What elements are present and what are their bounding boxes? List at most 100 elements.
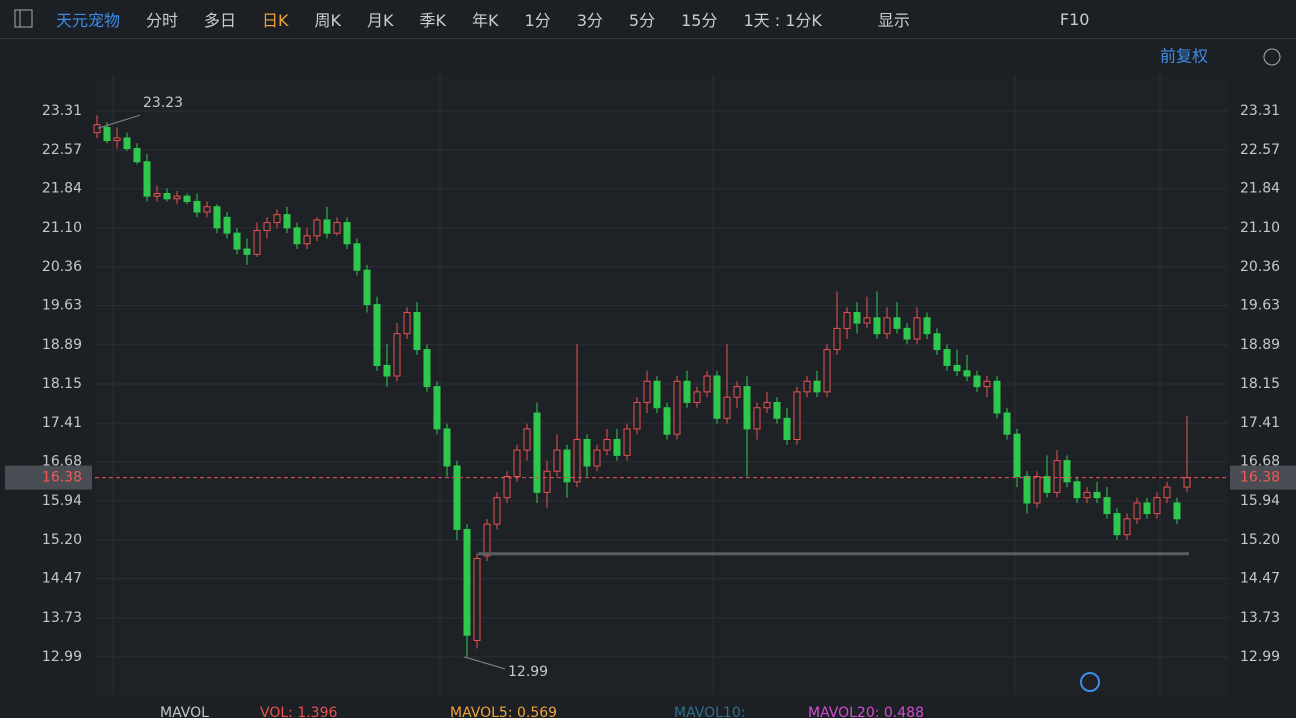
indicator-name: MAVOL [160,705,209,718]
candle-body [533,412,541,493]
candle-body [893,317,901,329]
candle-body [1063,460,1071,483]
candle-body [973,375,981,388]
candle-body [1183,477,1191,488]
candle-body [553,449,561,472]
candle-body [393,333,401,377]
candle-body [373,304,381,366]
period-tab[interactable]: 多日 [204,11,237,30]
period-tab[interactable]: 日K [262,11,289,30]
period-tab[interactable]: 月K [367,11,394,30]
y-tick-label: 14.47 [42,571,82,587]
zoom-out-icon[interactable] [1263,48,1281,66]
candle-body [463,528,471,636]
multi-period[interactable]: 1天 : 1分K [743,11,822,30]
locate-icon[interactable] [1080,672,1100,692]
y-tick-label: 15.20 [42,532,82,548]
candle-body [693,391,701,403]
candle-body [1013,433,1021,478]
candle-body [443,428,451,467]
y-tick-label: 21.10 [42,220,82,236]
candle-body [763,401,771,409]
candle-body [223,216,231,234]
last-price-left: 16.38 [42,470,82,486]
candle-body [263,222,271,232]
display-menu[interactable]: 显示 [877,11,910,30]
indicator-mavol5: MAVOL5: 0.569 [450,705,557,718]
candle-body [1093,491,1101,499]
candle-body [733,386,741,398]
candle-body [583,438,591,467]
candle-body [313,219,321,237]
candle-body [213,206,221,229]
period-tab[interactable]: 3分 [576,11,603,30]
candle-body [383,364,391,377]
candle-body [483,523,491,557]
period-tab[interactable]: 周K [314,11,342,30]
candle-body [993,380,1001,414]
y2-tick-label: 18.15 [1240,376,1280,392]
sidebar-icon[interactable] [14,9,34,29]
period-tab[interactable]: 5分 [628,11,656,30]
indicator-vol: VOL: 1.396 [260,705,337,718]
period-tab[interactable]: 年K [472,11,499,30]
candle-body [873,317,881,335]
y2-tick-label: 20.36 [1240,259,1280,275]
high-label: 23.23 [143,95,183,111]
candle-body [783,417,791,440]
f10-button[interactable]: F10 [1059,9,1090,29]
y2-tick-label: 22.57 [1240,142,1280,158]
indicator-mavol10: MAVOL10: [674,705,745,718]
candle-body [1003,412,1011,435]
candle-body [1143,502,1151,515]
high-pointer [97,114,141,129]
candle-body [133,148,141,163]
adjust-mode[interactable]: 前复权 [1160,47,1208,66]
candle-body [913,317,921,340]
candle-body [593,449,601,467]
candle-body [513,449,521,478]
candle-body [153,192,161,197]
candle-body [193,200,201,213]
low-label: 12.99 [508,664,548,680]
candle-body [803,380,811,393]
candle-body [853,312,861,324]
candle-body [1163,486,1171,499]
candle-body [833,327,841,351]
candle-body [813,380,821,393]
candle-body [623,428,631,456]
candle-body [793,391,801,440]
candle-body [663,407,671,435]
candle-body [283,214,291,229]
y-tick-label: 23.31 [42,103,82,119]
period-tab[interactable]: 分时 [146,11,179,30]
candle-body [843,312,851,329]
y-tick-label: 15.94 [42,493,82,509]
candle-body [933,333,941,351]
y-tick-label: 21.84 [42,181,82,197]
candle-body [983,380,991,388]
candle-body [883,317,891,335]
candle-body [1023,476,1031,504]
candle-body [493,497,501,525]
period-tab[interactable]: 1分 [524,11,551,30]
stock-name[interactable]: 天元宠物 [56,11,121,30]
candle-body [673,380,681,435]
candle-body [543,470,551,493]
candle-body [1103,497,1111,515]
candle-body [233,232,241,250]
candle-body [363,269,371,306]
y-tick-label: 18.15 [42,376,82,392]
y2-tick-label: 23.31 [1240,103,1280,119]
candle-body [1123,518,1131,536]
candle-body [273,214,281,224]
candle-body [423,349,431,388]
period-tab[interactable]: 季K [419,11,447,30]
candle-body [1033,476,1041,504]
period-tab[interactable]: 15分 [681,11,718,30]
candle-body [1133,502,1141,520]
candle-body [103,126,111,142]
candle-body [1173,502,1181,520]
y2-tick-label: 12.99 [1240,649,1280,665]
